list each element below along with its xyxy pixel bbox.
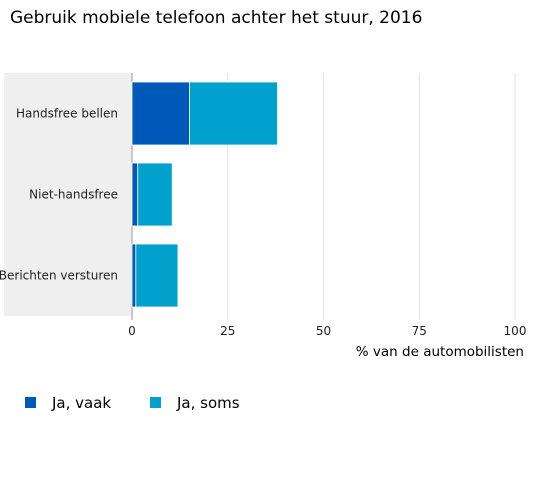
bar-segment (189, 81, 278, 146)
x-axis-ticks: 0 25 50 75 100 (128, 324, 526, 338)
x-tick-label: 75 (412, 324, 427, 338)
bar-segment (131, 81, 190, 146)
category-label: Berichten versturen (0, 269, 118, 283)
legend-label: Ja, soms (176, 394, 240, 412)
x-tick-label: 50 (316, 324, 331, 338)
category-label: Handsfree bellen (16, 107, 118, 121)
x-tick-label: 25 (220, 324, 235, 338)
bar-segment (137, 162, 173, 227)
bars (131, 81, 278, 308)
legend-swatch (150, 397, 161, 408)
bar-segment (131, 162, 139, 227)
category-panel (4, 73, 132, 316)
legend-label: Ja, vaak (51, 394, 111, 412)
category-label: Niet-handsfree (29, 188, 118, 202)
bar-segment (135, 243, 179, 308)
x-axis-title: % van de automobilisten (356, 344, 524, 360)
legend-swatch (25, 397, 36, 408)
x-tick-label: 0 (128, 324, 136, 338)
chart-title: Gebruik mobiele telefoon achter het stuu… (10, 8, 422, 28)
bar-segment (131, 243, 137, 308)
legend: Ja, vaak Ja, soms (25, 394, 240, 412)
x-tick-label: 100 (504, 324, 527, 338)
category-labels: Handsfree bellen Niet-handsfree Berichten … (0, 107, 118, 283)
